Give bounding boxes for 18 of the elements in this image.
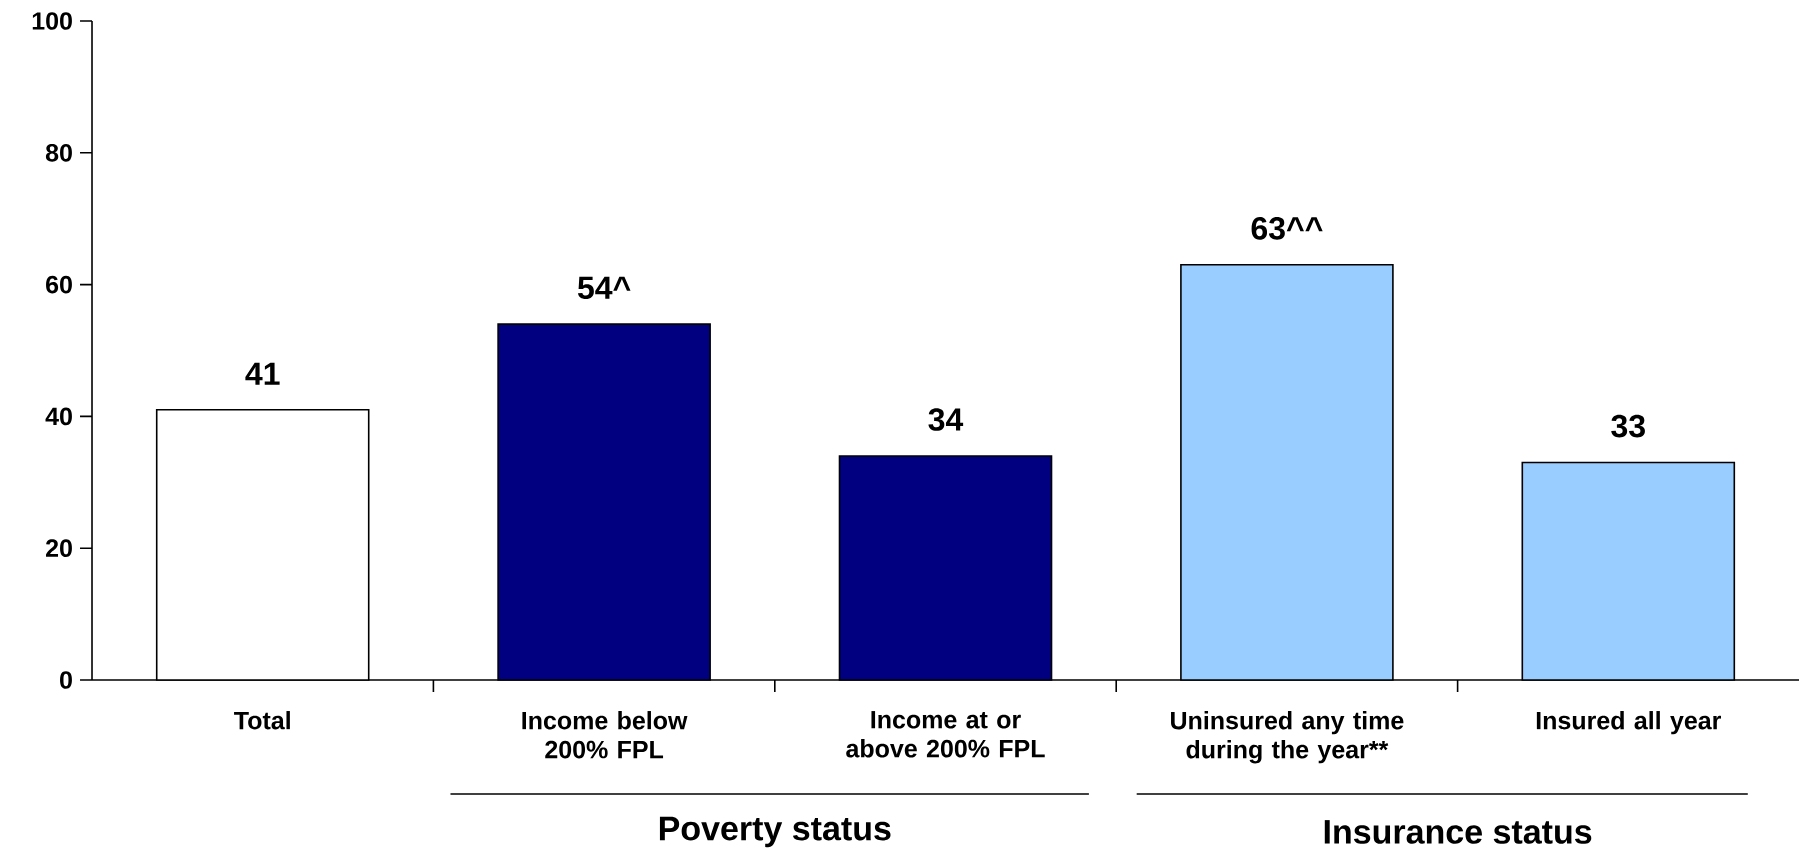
y-tick-label: 80 — [45, 143, 72, 162]
data-label: 41 — [245, 362, 280, 385]
data-label: 33 — [1611, 414, 1645, 438]
text: Poverty status — [659, 816, 891, 848]
x-tick-label: Uninsured any time during the year** — [1171, 711, 1404, 764]
y-tick-label: 100 — [32, 12, 72, 30]
data-label: 34 — [928, 408, 964, 431]
y-tick-label: 20 — [46, 539, 72, 558]
x-tick-label: Total — [234, 711, 290, 730]
y-tick-label: 60 — [46, 275, 72, 294]
data-label: 54^ — [577, 276, 631, 300]
x-tick-label: Insured all year — [1536, 711, 1721, 735]
x-tick-label: Income at or above 200% FPL — [846, 711, 1045, 758]
x-tick-label: Income below 200% FPL — [522, 711, 688, 759]
text: Insurance status — [1324, 820, 1592, 844]
data-label: 63^^ — [1251, 217, 1323, 240]
y-tick-label: 40 — [45, 407, 72, 426]
y-tick-label: 0 — [60, 671, 72, 689]
